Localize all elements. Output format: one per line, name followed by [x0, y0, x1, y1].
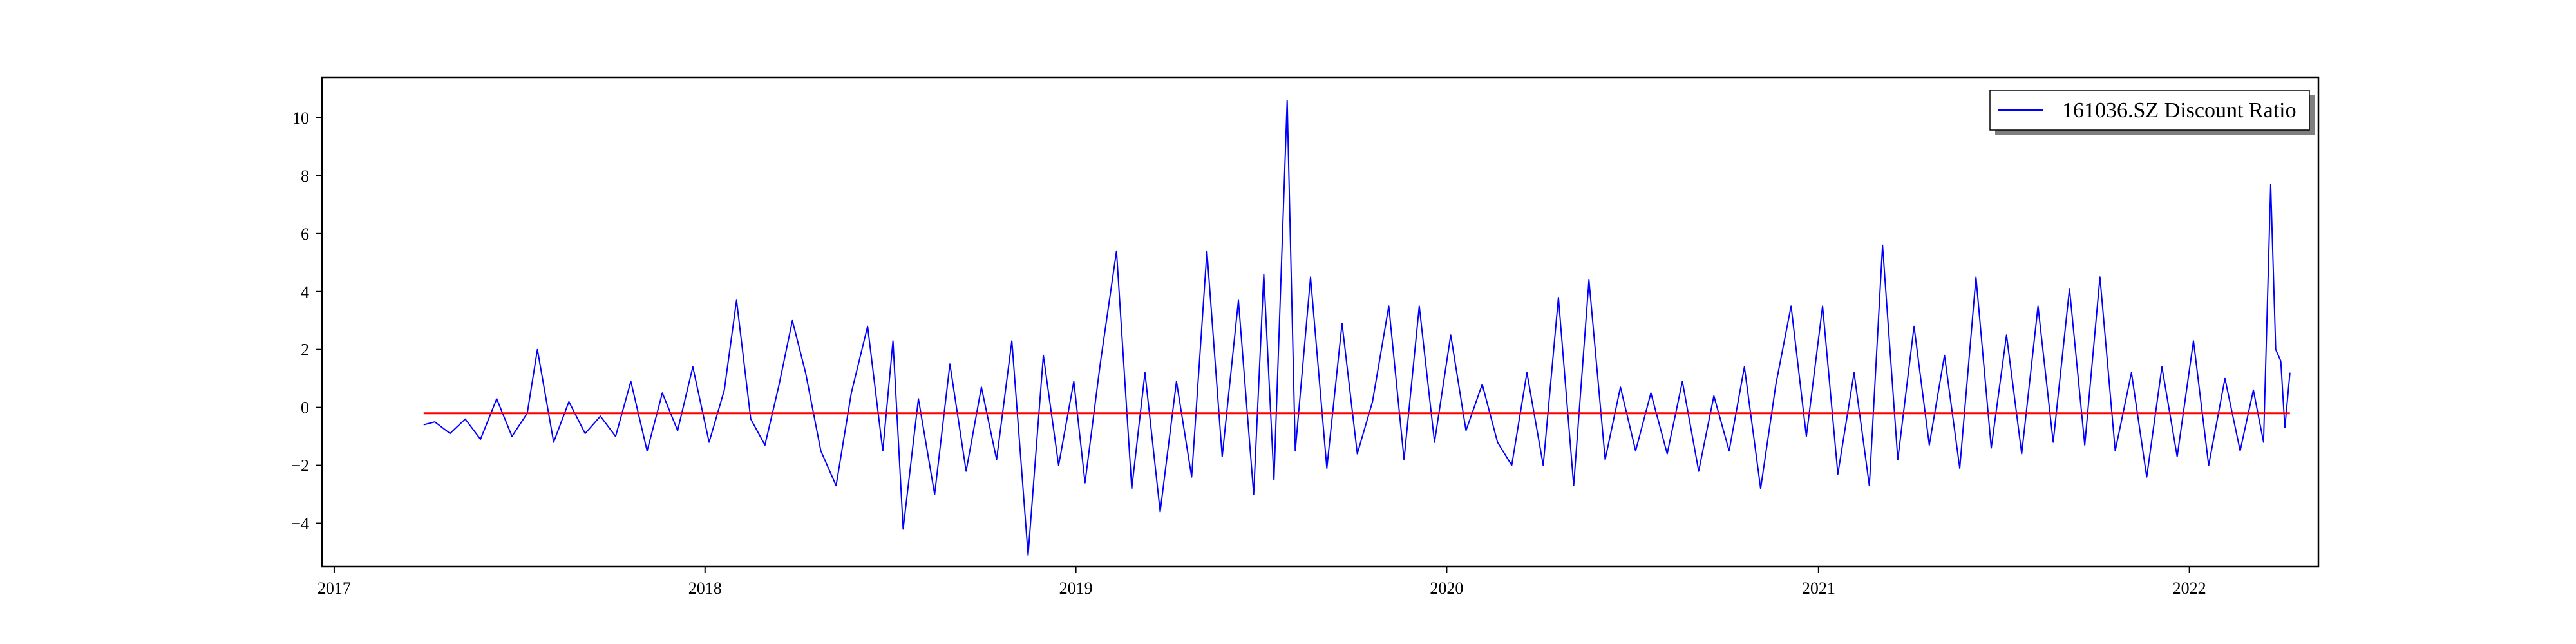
series-layer: [423, 100, 2291, 556]
x-tick-label: 2020: [1430, 579, 1463, 598]
y-tick-label: 6: [301, 225, 309, 243]
y-tick-label: 2: [301, 341, 309, 359]
legend-label: 161036.SZ Discount Ratio: [2062, 99, 2297, 122]
y-tick-label: 10: [292, 109, 309, 128]
y-tick-label: −2: [291, 457, 309, 475]
x-tick-label: 2022: [2173, 579, 2206, 598]
axes-layer: −4 −2 0 2 4 6 8 10 2017 2018 2019 2020 2021 2022: [291, 109, 2206, 598]
legend-box: [1989, 90, 2310, 131]
legend: 161036.SZ Discount Ratio: [1989, 90, 2315, 135]
y-tick-label: 8: [301, 167, 309, 185]
x-tick-label: 2018: [688, 579, 722, 598]
y-tick-label: 0: [301, 399, 309, 417]
x-tick-label: 2017: [317, 579, 351, 598]
y-tick-label: −4: [291, 515, 309, 533]
plot-frame: [321, 76, 2320, 568]
x-tick-label: 2021: [1802, 579, 1835, 598]
y-tick-label: 4: [301, 283, 309, 301]
x-tick-label: 2019: [1059, 579, 1093, 598]
